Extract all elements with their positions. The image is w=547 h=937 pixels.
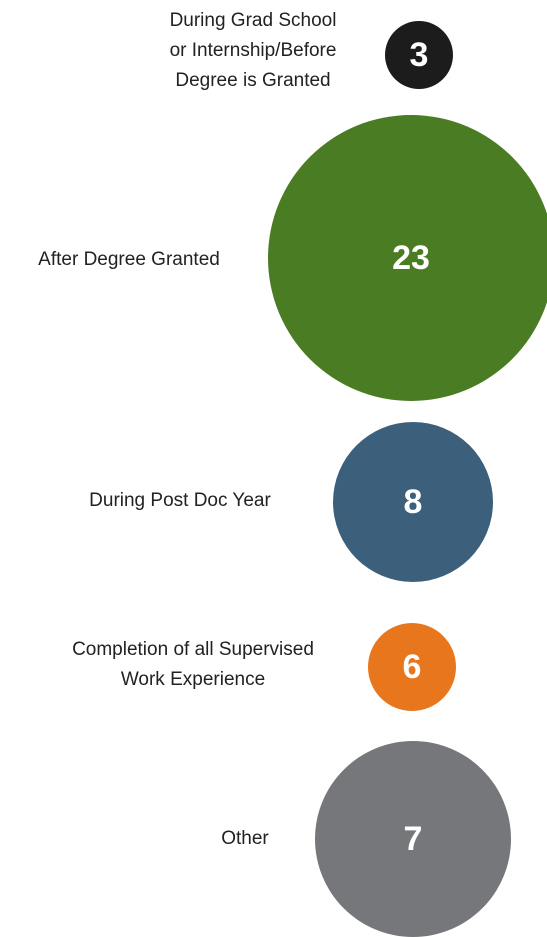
value-label: 8: [404, 483, 423, 521]
value-label: 7: [404, 820, 423, 858]
bubble: [315, 741, 511, 937]
value-label: 6: [403, 648, 422, 686]
value-label: 3: [410, 36, 429, 74]
category-label: After Degree Granted: [38, 249, 220, 270]
bubble: [268, 115, 547, 401]
category-label: Work Experience: [121, 669, 265, 690]
value-label: 23: [392, 239, 430, 277]
category-label: Other: [221, 828, 269, 849]
bubble: [368, 623, 456, 711]
category-label: Degree is Granted: [175, 70, 330, 91]
bubble: [385, 21, 453, 89]
category-label: During Post Doc Year: [89, 490, 271, 511]
category-label: Completion of all Supervised: [72, 639, 314, 660]
bubble: [333, 422, 493, 582]
category-label: or Internship/Before: [170, 40, 337, 61]
category-label: During Grad School: [170, 10, 337, 31]
